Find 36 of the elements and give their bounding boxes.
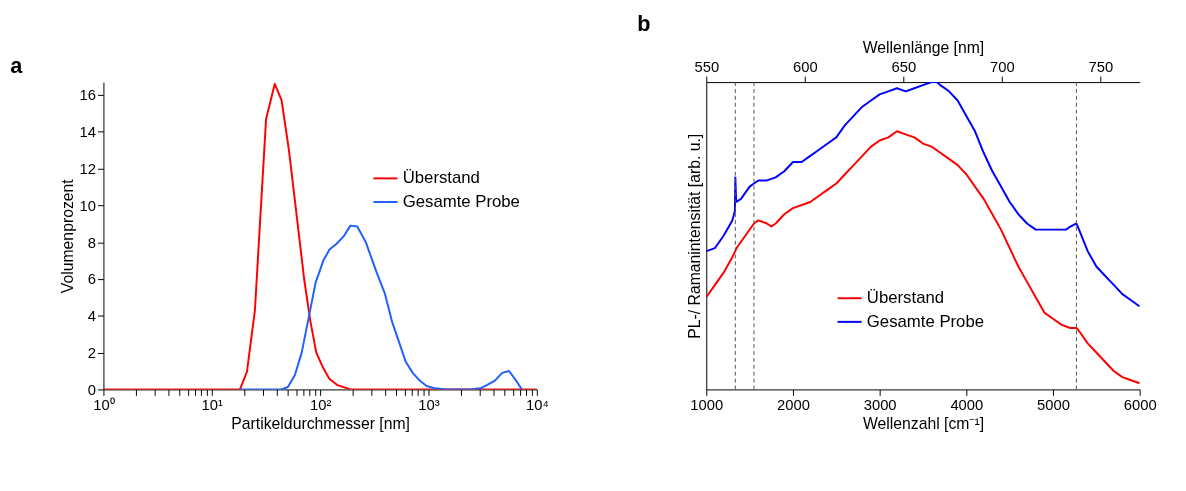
x2-axis-title: Wellenlänge [nm]	[862, 39, 985, 57]
x-axis-title: Partikeldurchmesser [nm]	[231, 415, 410, 433]
x-tick-label: 10³	[418, 396, 440, 413]
legend-label: Gesamte Probe	[866, 311, 985, 331]
y-axis-title: Volumenprozent	[58, 178, 76, 294]
x-tick-label: 3000	[863, 396, 897, 413]
y-tick-label: 16	[79, 87, 97, 104]
x-axis-title: Wellenzahl [cm⁻¹]	[862, 415, 985, 433]
legend-label: Gesamte Probe	[402, 191, 520, 211]
x2-tick-label: 550	[694, 58, 720, 75]
y-tick-label: 0	[87, 381, 97, 398]
y-tick-label: 6	[87, 271, 97, 288]
x-tick-label: 1000	[690, 396, 724, 413]
y-tick-label: 12	[79, 161, 97, 178]
y-tick-label: 8	[87, 234, 97, 251]
x-tick-label: 6000	[1123, 396, 1157, 413]
y-axis-title: PL-/ Ramanintensität [arb. u.]	[685, 133, 703, 339]
chart-title: a	[10, 53, 24, 79]
x2-tick-label: 750	[1088, 58, 1114, 75]
x-tick-label: 10⁰	[93, 396, 115, 413]
x-tick-label: 2000	[777, 396, 810, 413]
legend-label: Überstand	[866, 288, 945, 308]
y-tick-label: 10	[79, 197, 97, 214]
x2-tick-label: 600	[792, 58, 818, 75]
x-tick-label: 10⁴	[525, 396, 549, 413]
x2-tick-label: 700	[989, 58, 1015, 75]
chart-title: b	[637, 10, 651, 36]
legend-label: Überstand	[402, 168, 480, 188]
x-tick-label: 5000	[1037, 396, 1070, 413]
x-tick-label: 4000	[950, 396, 984, 413]
y-tick-label: 14	[79, 124, 97, 141]
x2-tick-label: 650	[891, 58, 917, 75]
x-tick-label: 10²	[309, 396, 332, 413]
x-tick-label: 10¹	[201, 396, 224, 413]
y-tick-label: 4	[87, 308, 97, 325]
y-tick-label: 2	[87, 345, 97, 362]
